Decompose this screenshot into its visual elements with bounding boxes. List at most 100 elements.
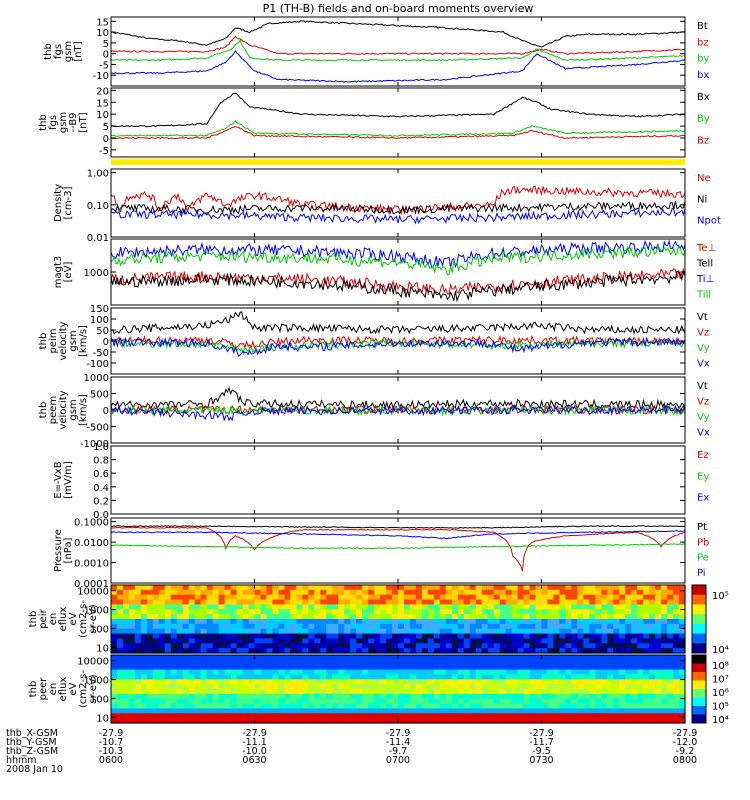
spectrogram-cell: [194, 648, 202, 654]
spectrogram-cell: [601, 633, 608, 640]
spectrogram-cell: [451, 619, 459, 625]
series-line-till: [110, 244, 686, 276]
spectrogram-cell: [254, 655, 262, 661]
spectrogram-cell: [326, 679, 333, 685]
spectrogram-cell: [415, 679, 423, 685]
spectrogram-cell: [350, 655, 357, 661]
spectrogram-cell: [170, 643, 178, 649]
spectrogram-cell: [122, 708, 130, 714]
spectrogram-cell: [427, 614, 435, 620]
spectrogram-cell: [302, 628, 309, 635]
spectrogram-cell: [164, 638, 172, 644]
spectrogram-cell: [463, 628, 471, 635]
spectrogram-cell: [637, 633, 644, 640]
spectrogram-cell: [374, 585, 381, 591]
spectrogram-cell: [368, 655, 375, 661]
spectrogram-cell: [547, 638, 555, 644]
spectrogram-cell: [427, 585, 435, 591]
spectrogram-cell: [421, 718, 429, 724]
x-axis-value: -9.2: [676, 746, 695, 757]
spectrogram-cell: [146, 659, 154, 666]
spectrogram-cell: [260, 693, 268, 700]
spectrogram-cell: [463, 669, 471, 676]
spectrogram-cell: [427, 589, 435, 596]
spectrogram-cell: [637, 708, 644, 714]
spectrogram-cell: [571, 628, 578, 635]
spectrogram-cell: [128, 609, 136, 615]
spectrogram-cell: [302, 674, 309, 680]
spectrogram-cell: [595, 599, 602, 606]
spectrogram-cell: [679, 689, 686, 695]
spectrogram-cell: [649, 718, 656, 724]
spectrogram-cell: [230, 713, 238, 719]
spectrogram-cell: [284, 594, 291, 601]
spectrogram-cell: [409, 638, 417, 644]
spectrogram-cell: [122, 669, 130, 676]
x-axis-value: -10.7: [99, 737, 124, 748]
spectrogram-cell: [457, 643, 465, 649]
y-axis-label: velocity: [58, 321, 69, 360]
spectrogram-cell: [218, 674, 226, 680]
spectrogram-cell: [487, 674, 495, 680]
spectrogram-cell: [386, 643, 393, 649]
spectrogram-cell: [362, 655, 369, 661]
spectrogram-cell: [559, 604, 567, 610]
spectrogram-cell: [368, 659, 375, 666]
spectrogram-cell: [326, 633, 333, 640]
spectrogram-cell: [176, 674, 184, 680]
y-axis-label: magt3: [53, 256, 64, 289]
spectrogram-cell: [583, 648, 590, 654]
spectrogram-cell: [613, 609, 620, 615]
spectrogram-cell: [553, 713, 561, 719]
spectrogram-cell: [380, 669, 387, 676]
spectrogram-cell: [607, 599, 614, 606]
spectrogram-cell: [613, 669, 620, 676]
spectrogram-cell: [392, 643, 399, 649]
spectrogram-cell: [188, 594, 196, 601]
spectrogram-cell: [111, 713, 118, 719]
spectrogram-cell: [643, 638, 650, 644]
spectrogram-cell: [230, 628, 238, 635]
spectrogram-cell: [368, 689, 375, 695]
spectrogram-cell: [296, 599, 303, 606]
spectrogram-cell: [553, 628, 561, 635]
spectrogram-cell: [637, 674, 644, 680]
spectrogram-cell: [302, 585, 309, 591]
spectrogram-cell: [374, 623, 381, 630]
spectrogram-cell: [386, 703, 393, 710]
spectrogram-cell: [374, 703, 381, 710]
spectrogram-cell: [643, 679, 650, 685]
spectrogram-cell: [182, 655, 190, 661]
spectrogram-cell: [409, 619, 417, 625]
spectrogram-cell: [254, 669, 262, 676]
spectrogram-cell: [559, 703, 567, 710]
spectrogram-cell: [356, 698, 363, 705]
spectrogram-cell: [577, 669, 584, 676]
spectrogram-cell: [403, 623, 411, 630]
spectrogram-cell: [152, 614, 160, 620]
y-axis-label: sr-eV): [88, 604, 99, 633]
spectrogram-cell: [362, 643, 369, 649]
spectrogram-cell: [350, 633, 357, 640]
spectrogram-cell: [158, 693, 166, 700]
spectrogram-cell: [517, 585, 525, 591]
spectrogram-cell: [523, 604, 531, 610]
spectrogram-cell: [134, 609, 142, 615]
spectrogram-cell: [176, 713, 184, 719]
spectrogram-cell: [433, 599, 441, 606]
spectrogram-cell: [541, 619, 549, 625]
spectrogram-cell: [374, 708, 381, 714]
legend-bx: bx: [697, 70, 709, 81]
spectrogram-cell: [146, 718, 154, 724]
spectrogram-cell: [499, 669, 507, 676]
spectrogram-cell: [433, 619, 441, 625]
spectrogram-cell: [493, 589, 501, 596]
spectrogram-cell: [176, 703, 184, 710]
y-axis-label: [km/s]: [78, 325, 89, 357]
spectrogram-cell: [200, 638, 208, 644]
spectrogram-cell: [212, 664, 220, 671]
spectrogram-cell: [481, 623, 489, 630]
spectrogram-cell: [290, 664, 297, 671]
spectrogram-cell: [284, 718, 291, 724]
spectrogram-cell: [469, 585, 477, 591]
